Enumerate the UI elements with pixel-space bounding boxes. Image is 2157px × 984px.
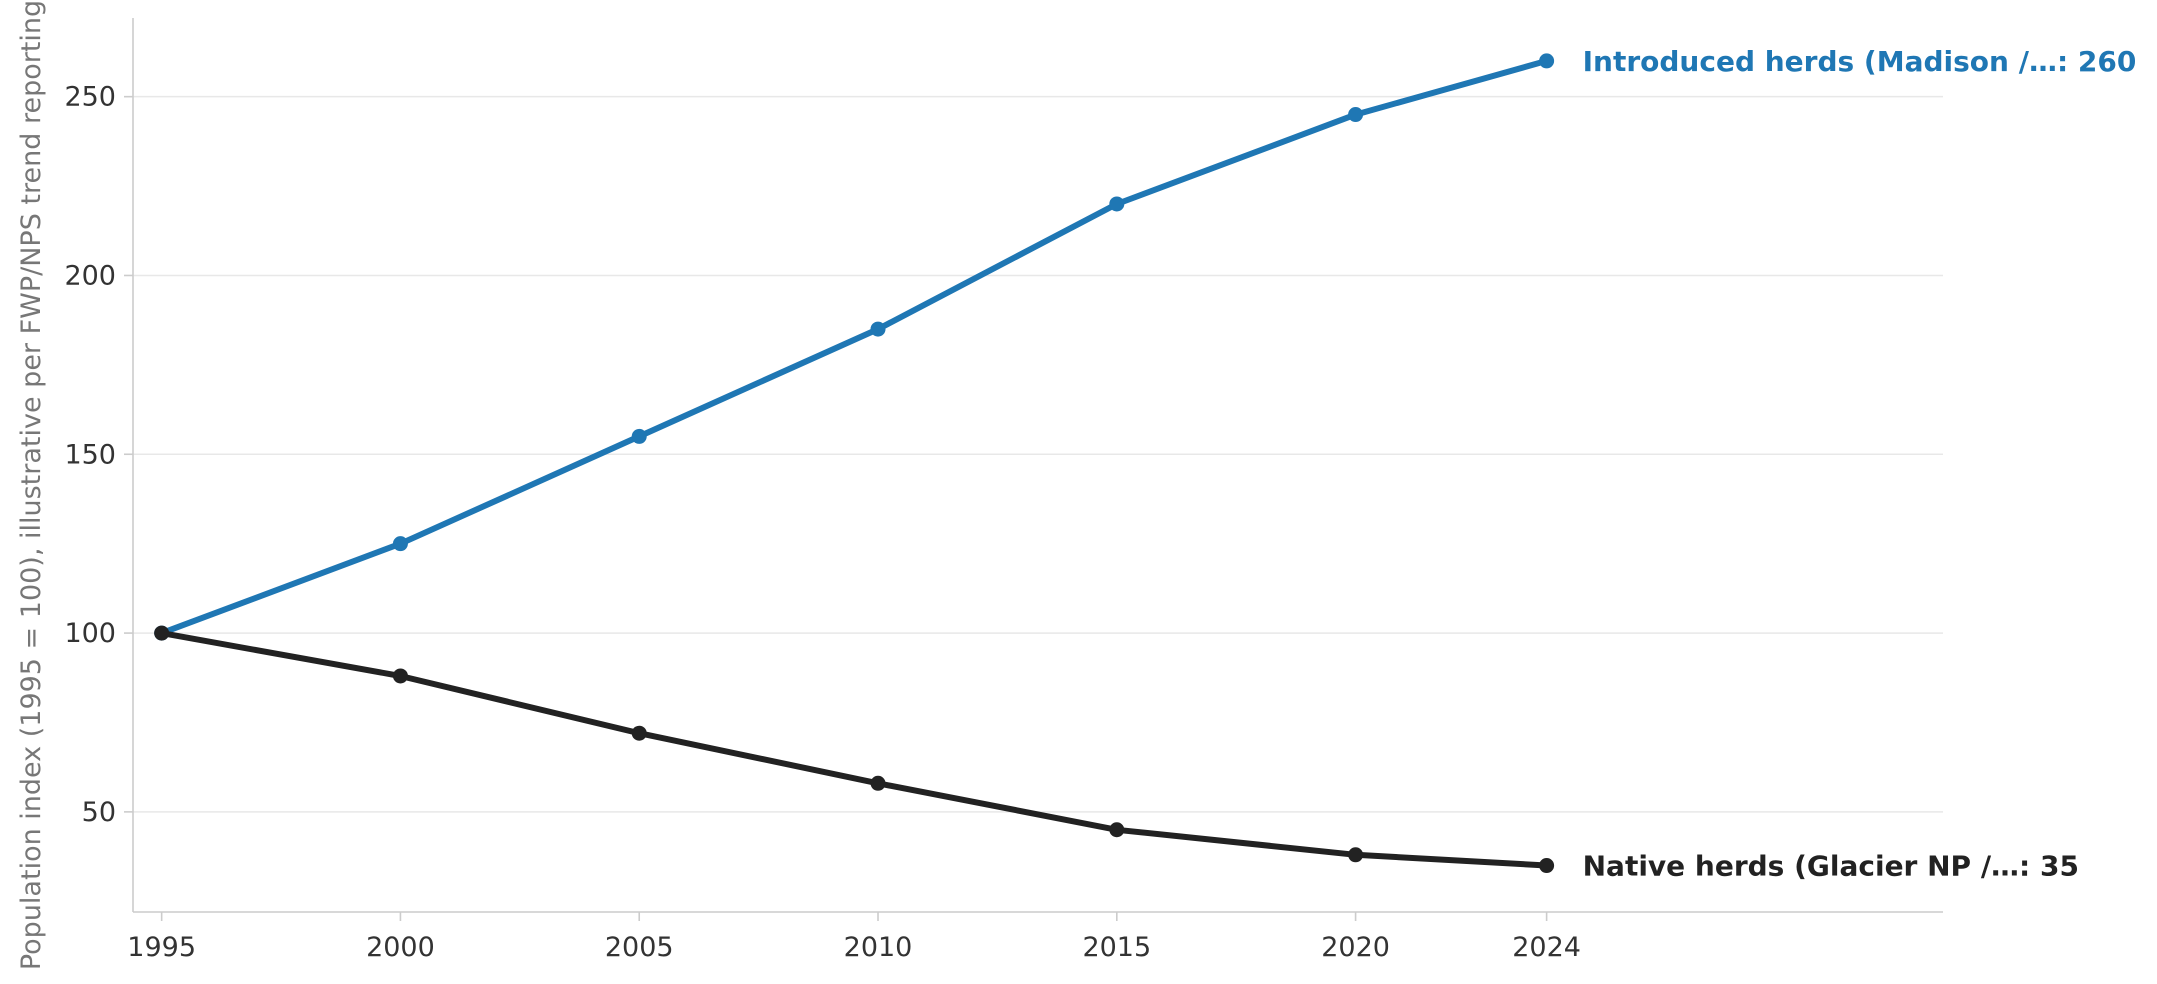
y-tick-label: 150	[64, 439, 116, 470]
y-tick-label: 250	[64, 82, 116, 113]
gridlines	[133, 95, 1943, 813]
data-point	[1539, 53, 1555, 69]
x-tick-label: 2000	[366, 932, 435, 963]
series-end-label: Introduced herds (Madison /…: 260	[1583, 45, 2137, 78]
series-line-1	[158, 630, 1550, 869]
data-point	[870, 321, 886, 337]
y-tick-label: 50	[82, 797, 116, 828]
x-tick-label: 2020	[1321, 932, 1390, 963]
data-point	[631, 428, 647, 444]
data-point	[1348, 107, 1364, 123]
y-tick-label: 100	[64, 618, 116, 649]
data-point	[1348, 847, 1364, 863]
y-axis-ticks: 50 100 150 200 250	[64, 82, 133, 828]
series-end-labels: Introduced herds (Madison /…: 260 Native …	[1583, 45, 2137, 883]
x-tick-label: 2015	[1082, 932, 1151, 963]
x-axis-ticks: 1995 2000 2005 2010 2015 2020 2024	[127, 912, 1581, 963]
y-axis-label: Population index (1995 = 100), illustrat…	[16, 0, 47, 970]
series-layer	[154, 53, 1555, 874]
x-tick-label: 2010	[844, 932, 913, 963]
series-line-0	[158, 57, 1550, 637]
data-point	[870, 775, 886, 791]
data-point	[392, 668, 408, 684]
y-tick-label: 200	[64, 260, 116, 291]
series-end-label: Native herds (Glacier NP /…: 35	[1583, 850, 2079, 883]
data-point	[154, 625, 170, 641]
x-tick-label: 2024	[1512, 932, 1581, 963]
data-point	[631, 725, 647, 741]
x-tick-label: 1995	[127, 932, 196, 963]
x-tick-label: 2005	[605, 932, 674, 963]
data-point	[392, 536, 408, 552]
data-point	[1109, 822, 1125, 838]
data-point	[1539, 858, 1555, 874]
axes	[132, 18, 1943, 913]
data-point	[1109, 196, 1125, 212]
